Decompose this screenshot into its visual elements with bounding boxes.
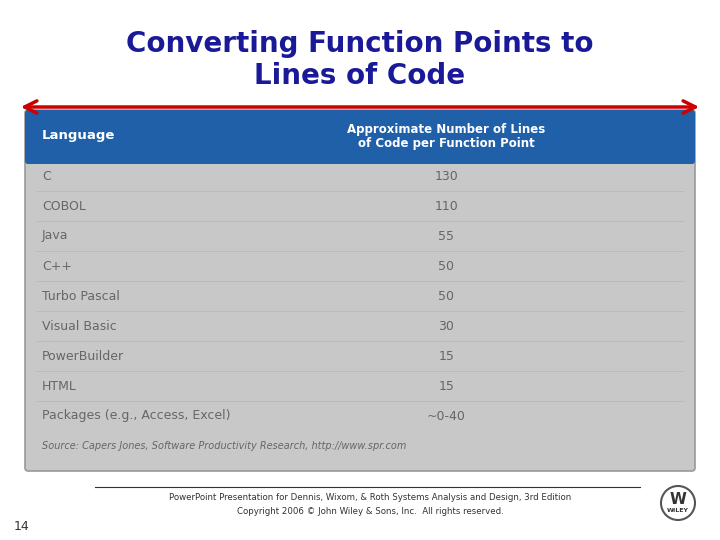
Text: 55: 55 — [438, 230, 454, 242]
Text: Copyright 2006 © John Wiley & Sons, Inc.  All rights reserved.: Copyright 2006 © John Wiley & Sons, Inc.… — [237, 507, 503, 516]
Text: PowerBuilder: PowerBuilder — [42, 349, 124, 362]
Text: HTML: HTML — [42, 380, 77, 393]
Bar — [28, 155, 692, 161]
Text: 30: 30 — [438, 320, 454, 333]
Text: Converting Function Points to: Converting Function Points to — [126, 30, 594, 58]
Text: 50: 50 — [438, 289, 454, 302]
Text: COBOL: COBOL — [42, 199, 86, 213]
Text: 15: 15 — [438, 380, 454, 393]
Text: ~0-40: ~0-40 — [427, 409, 466, 422]
Text: 50: 50 — [438, 260, 454, 273]
Text: Lines of Code: Lines of Code — [254, 62, 466, 90]
Text: Visual Basic: Visual Basic — [42, 320, 117, 333]
Text: C: C — [42, 170, 50, 183]
Text: Java: Java — [42, 230, 68, 242]
Text: of Code per Function Point: of Code per Function Point — [358, 138, 535, 151]
Text: Language: Language — [42, 130, 115, 143]
Text: 15: 15 — [438, 349, 454, 362]
Text: Source: Capers Jones, Software Productivity Research, http://www.spr.com: Source: Capers Jones, Software Productiv… — [42, 441, 406, 451]
Text: WILEY: WILEY — [667, 509, 689, 514]
Text: Approximate Number of Lines: Approximate Number of Lines — [347, 124, 546, 137]
Text: C++: C++ — [42, 260, 72, 273]
Text: W: W — [670, 492, 686, 508]
Text: 130: 130 — [434, 170, 458, 183]
FancyBboxPatch shape — [25, 110, 695, 471]
FancyBboxPatch shape — [25, 110, 695, 164]
Text: Turbo Pascal: Turbo Pascal — [42, 289, 120, 302]
Text: 110: 110 — [434, 199, 458, 213]
Text: Packages (e.g., Access, Excel): Packages (e.g., Access, Excel) — [42, 409, 230, 422]
Text: PowerPoint Presentation for Dennis, Wixom, & Roth Systems Analysis and Design, 3: PowerPoint Presentation for Dennis, Wixo… — [169, 494, 571, 503]
Text: 14: 14 — [14, 521, 30, 534]
